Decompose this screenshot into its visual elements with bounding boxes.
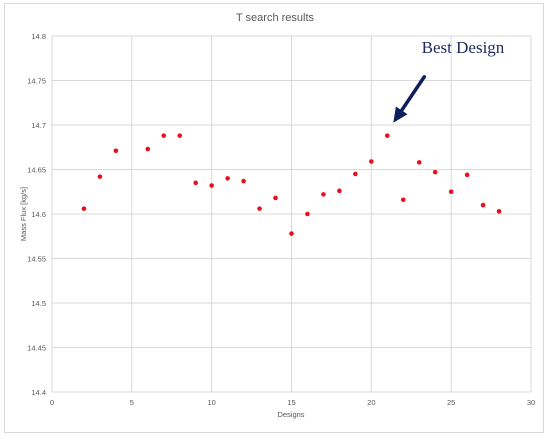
y-tick-labels: 14.4 14.45 14.5 14.55 14.6 14.65 14.7 14.75 14.8 [27, 32, 46, 397]
x-tick-label: 10 [207, 398, 215, 407]
chart-frame [4, 3, 544, 433]
data-point [97, 174, 103, 179]
data-point [145, 146, 151, 152]
x-tick-label: 20 [367, 398, 375, 407]
y-tick-label: 14.7 [31, 121, 46, 130]
x-tick-label: 0 [50, 398, 54, 407]
data-point [241, 178, 246, 184]
grid-lines [51, 35, 532, 393]
data-point [448, 189, 454, 195]
data-point [432, 169, 438, 175]
x-tick-label: 25 [447, 398, 455, 407]
data-point [416, 160, 422, 165]
chart-title: T search results [236, 12, 315, 24]
y-tick-label: 14.55 [27, 255, 46, 264]
y-tick-label: 14.45 [27, 344, 46, 353]
y-tick-label: 14.4 [31, 388, 46, 397]
data-point [400, 197, 406, 203]
y-tick-label: 14.6 [31, 210, 46, 219]
x-axis-label: Designs [277, 410, 304, 419]
x-tick-labels: 0 5 10 15 20 25 30 [50, 398, 535, 407]
data-point [177, 133, 183, 138]
x-tick-label: 5 [130, 398, 134, 407]
data-point [305, 211, 310, 217]
annotation: Best Design [393, 38, 505, 123]
data-point [81, 206, 87, 211]
y-tick-label: 14.75 [27, 77, 46, 86]
best-design-arrow-head [393, 106, 408, 123]
data-point [113, 148, 119, 154]
data-point [161, 133, 167, 138]
y-axis-label: Mass Flux [kg/s] [19, 187, 28, 241]
data-point [321, 192, 326, 197]
data-point [225, 176, 230, 181]
data-point [209, 183, 214, 188]
data-point [464, 172, 470, 178]
y-tick-label: 14.65 [27, 166, 46, 175]
data-point [193, 180, 198, 186]
data-point [353, 171, 358, 177]
data-point [369, 159, 374, 164]
data-point [496, 209, 502, 214]
x-tick-label: 15 [287, 398, 295, 407]
data-point [480, 202, 486, 208]
y-tick-label: 14.5 [31, 299, 46, 308]
data-point [337, 188, 342, 194]
data-point [289, 231, 294, 236]
x-tick-label: 30 [527, 398, 535, 407]
data-points [81, 133, 502, 236]
best-design-label: Best Design [422, 38, 505, 57]
data-point [273, 195, 278, 201]
best-design-arrow-shaft [399, 75, 427, 113]
data-point [257, 206, 262, 211]
data-point [385, 133, 390, 138]
y-tick-label: 14.8 [31, 32, 46, 41]
